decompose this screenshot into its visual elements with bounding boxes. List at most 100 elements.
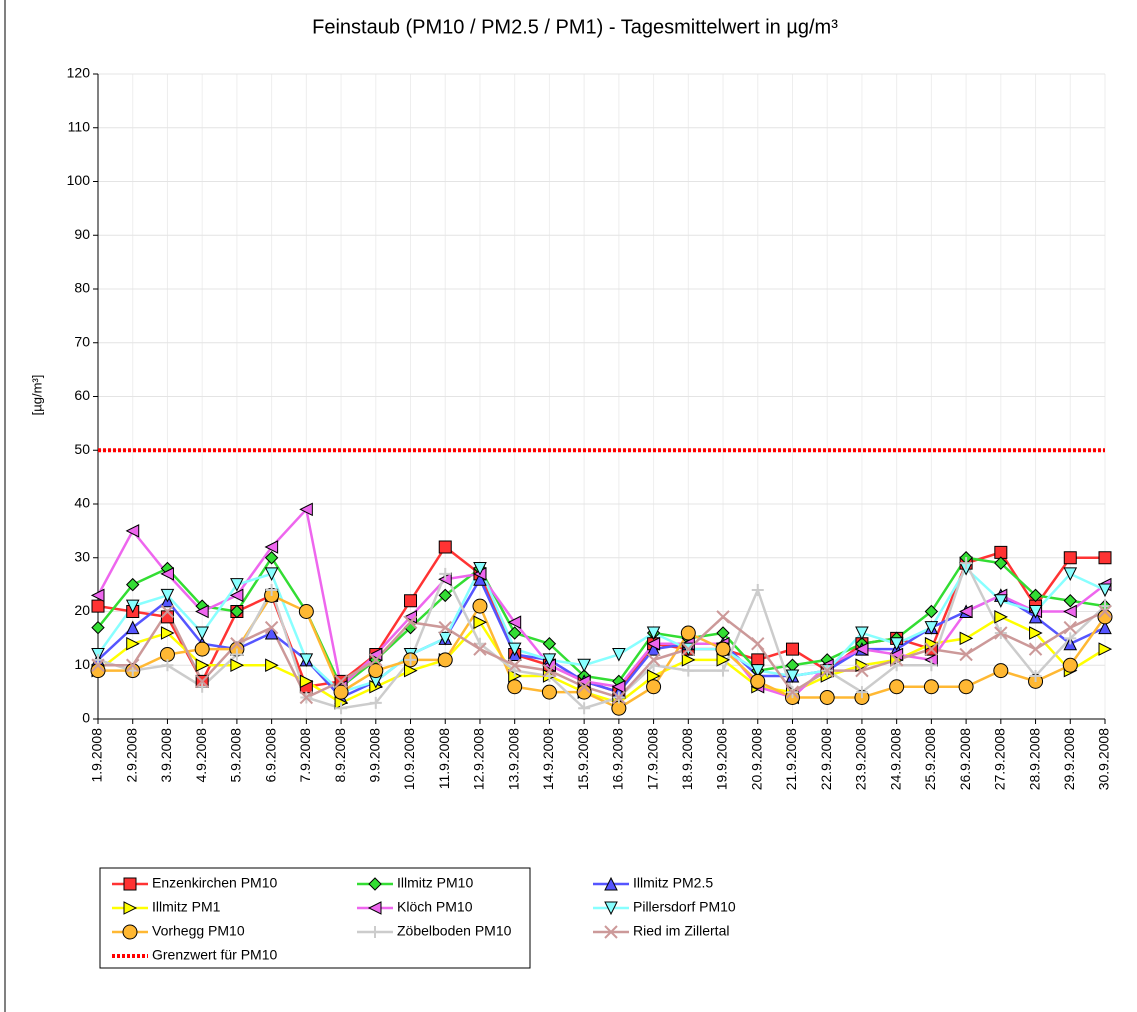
marker	[855, 686, 868, 699]
x-tick-label: 7.9.2008	[297, 728, 313, 783]
marker	[958, 604, 973, 619]
marker	[298, 604, 314, 619]
x-tick-label: 27.9.2008	[992, 728, 1008, 790]
x-tick-label: 30.9.2008	[1096, 728, 1112, 790]
legend-label: Ried im Zillertal	[633, 923, 729, 939]
series-line	[97, 576, 1106, 700]
marker	[473, 572, 487, 586]
marker	[195, 604, 209, 619]
marker	[855, 626, 869, 641]
marker	[923, 679, 939, 695]
y-tick-label: 70	[74, 333, 90, 349]
marker	[507, 615, 522, 630]
x-tick-label: 13.9.2008	[505, 728, 521, 790]
marker	[1098, 583, 1112, 598]
marker	[994, 610, 1008, 624]
marker	[646, 653, 661, 667]
marker	[889, 637, 904, 651]
series-line	[96, 565, 1106, 694]
x-tick-label: 17.9.2008	[644, 728, 660, 790]
marker	[716, 610, 730, 624]
marker	[507, 679, 523, 695]
marker	[682, 664, 695, 677]
marker	[1028, 605, 1043, 619]
marker	[647, 669, 661, 683]
legend-label: Illmitz PM1	[152, 899, 221, 915]
marker	[404, 594, 418, 608]
marker	[646, 636, 661, 651]
marker	[229, 588, 244, 603]
marker	[750, 664, 765, 678]
marker	[264, 620, 279, 635]
legend-marker	[123, 877, 137, 891]
marker	[264, 625, 279, 640]
marker	[717, 664, 730, 677]
marker	[542, 663, 557, 678]
marker	[994, 626, 1008, 640]
marker	[438, 631, 453, 646]
chart-title: Feinstaub (PM10 / PM2.5 / PM1) - Tagesmi…	[312, 16, 838, 38]
marker	[195, 658, 210, 673]
marker	[195, 626, 209, 641]
marker	[265, 658, 279, 673]
marker	[924, 621, 939, 635]
x-tick-label: 26.9.2008	[957, 728, 973, 790]
marker	[299, 690, 314, 705]
marker	[439, 567, 452, 580]
x-tick-label: 15.9.2008	[575, 728, 591, 790]
marker	[126, 636, 140, 651]
marker	[785, 669, 800, 684]
marker	[161, 659, 174, 672]
marker	[541, 684, 557, 700]
marker	[299, 653, 314, 667]
legend-label: Illmitz PM10	[397, 875, 473, 891]
marker	[299, 674, 314, 689]
marker	[404, 653, 417, 666]
marker	[299, 502, 313, 517]
marker	[750, 673, 766, 689]
marker	[1098, 620, 1112, 635]
marker	[958, 679, 974, 695]
y-tick-label: 80	[74, 280, 90, 296]
marker	[959, 647, 973, 662]
marker	[437, 652, 453, 668]
marker	[994, 556, 1008, 570]
x-tick-label: 3.9.2008	[158, 728, 174, 783]
marker	[335, 702, 348, 715]
x-tick-label: 6.9.2008	[262, 728, 278, 783]
x-tick-label: 1.9.2008	[89, 728, 105, 783]
marker	[1063, 551, 1077, 565]
y-axis-label: [µg/m³]	[29, 375, 44, 416]
marker	[264, 540, 279, 554]
marker	[126, 577, 140, 592]
y-tick-label: 30	[74, 548, 90, 564]
marker	[125, 599, 140, 614]
x-tick-label: 2.9.2008	[123, 728, 139, 783]
x-tick-label: 22.9.2008	[818, 728, 834, 790]
legend-marker	[369, 926, 381, 938]
y-tick-label: 60	[74, 387, 90, 403]
x-tick-label: 21.9.2008	[783, 728, 799, 790]
marker	[646, 642, 661, 656]
marker	[160, 567, 174, 581]
marker	[1098, 604, 1112, 619]
marker	[125, 620, 140, 635]
marker	[542, 637, 557, 651]
marker	[125, 524, 140, 538]
x-tick-label: 18.9.2008	[679, 728, 695, 790]
x-tick-label: 29.9.2008	[1061, 728, 1077, 790]
marker	[611, 679, 626, 694]
marker	[264, 551, 279, 565]
y-tick-label: 110	[68, 118, 91, 134]
marker	[160, 588, 175, 603]
marker	[681, 653, 696, 667]
marker	[1063, 567, 1078, 581]
marker	[403, 615, 418, 629]
x-tick-label: 19.9.2008	[714, 728, 730, 790]
marker	[507, 626, 522, 640]
marker	[578, 702, 591, 715]
x-tick-label: 25.9.2008	[922, 728, 938, 790]
marker	[1063, 620, 1077, 635]
x-tick-label: 4.9.2008	[193, 728, 209, 783]
